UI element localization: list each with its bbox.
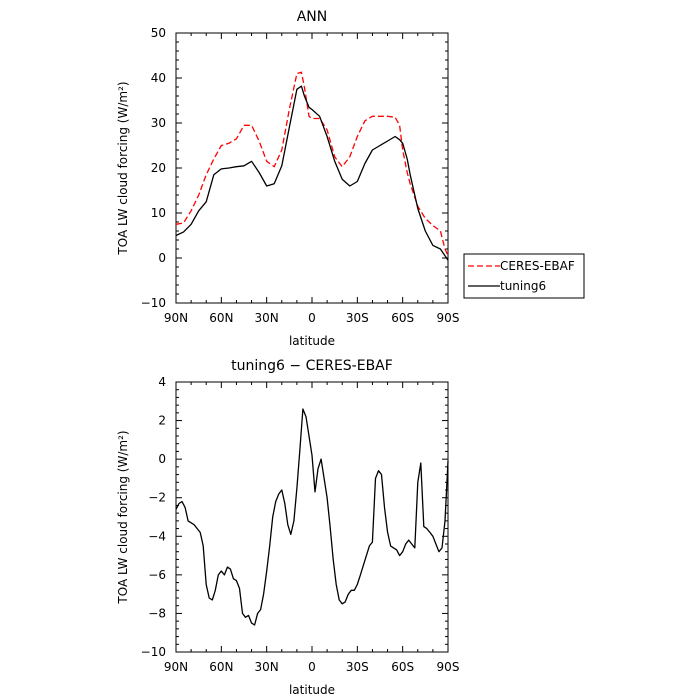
chart-2: tuning6 − CERES-EBAF 90N 60N 30N 0 30S 60S 90S −… [116, 358, 459, 697]
x-axis-title: latitude [289, 334, 335, 348]
x-tick-label: 90N [164, 660, 188, 674]
series-line-tuning6 [175, 85, 449, 261]
y-tick-label: 10 [151, 206, 166, 220]
legend-label: CERES-EBAF [500, 259, 575, 273]
y-tick-label: −10 [141, 296, 166, 310]
chart-1: ANN 90N 60N 30N 0 30S 60S 90S −10 0 10 20 30 40 50 lati… [116, 9, 585, 348]
x-tick-label: 30S [346, 660, 369, 674]
y-tick-label: −4 [148, 529, 166, 543]
plot-frame [175, 381, 449, 653]
y-axis-title: TOA LW cloud forcing (W/m²) [116, 430, 130, 604]
series-line-difference [175, 408, 449, 626]
x-tick-label: 60S [391, 311, 414, 325]
y-tick-label: −8 [148, 606, 166, 620]
series-line-ceres-ebaf [175, 71, 449, 257]
plot-frame [175, 32, 449, 304]
y-tick-label: 30 [151, 116, 166, 130]
x-tick-label: 90S [437, 311, 460, 325]
x-tick-label: 90S [437, 660, 460, 674]
y-tick-label: 20 [151, 161, 166, 175]
y-tick-label: −2 [148, 491, 166, 505]
x-tick-label: 0 [308, 311, 316, 325]
x-tick-label: 30N [255, 660, 279, 674]
y-tick-label: 0 [158, 251, 166, 265]
y-tick-label: −10 [141, 645, 166, 659]
plot-title: ANN [297, 9, 328, 25]
y-tick-label: 2 [158, 414, 166, 428]
y-tick-label: 50 [151, 26, 166, 40]
y-tick-label: 0 [158, 452, 166, 466]
x-tick-label: 0 [308, 660, 316, 674]
x-tick-label: 30N [255, 311, 279, 325]
y-tick-label: −6 [148, 568, 166, 582]
x-tick-label: 90N [164, 311, 188, 325]
x-tick-label: 30S [346, 311, 369, 325]
legend: CERES-EBAF tuning6 [463, 253, 585, 299]
y-tick-label: 4 [158, 375, 166, 389]
y-tick-label: 40 [151, 71, 166, 85]
x-tick-label: 60S [391, 660, 414, 674]
x-tick-label: 60N [209, 311, 233, 325]
x-axis-title: latitude [289, 683, 335, 697]
legend-box [463, 253, 585, 299]
y-axis-title: TOA LW cloud forcing (W/m²) [116, 81, 130, 255]
legend-label: tuning6 [500, 279, 546, 293]
plot-title: tuning6 − CERES-EBAF [231, 358, 393, 374]
x-tick-label: 60N [209, 660, 233, 674]
